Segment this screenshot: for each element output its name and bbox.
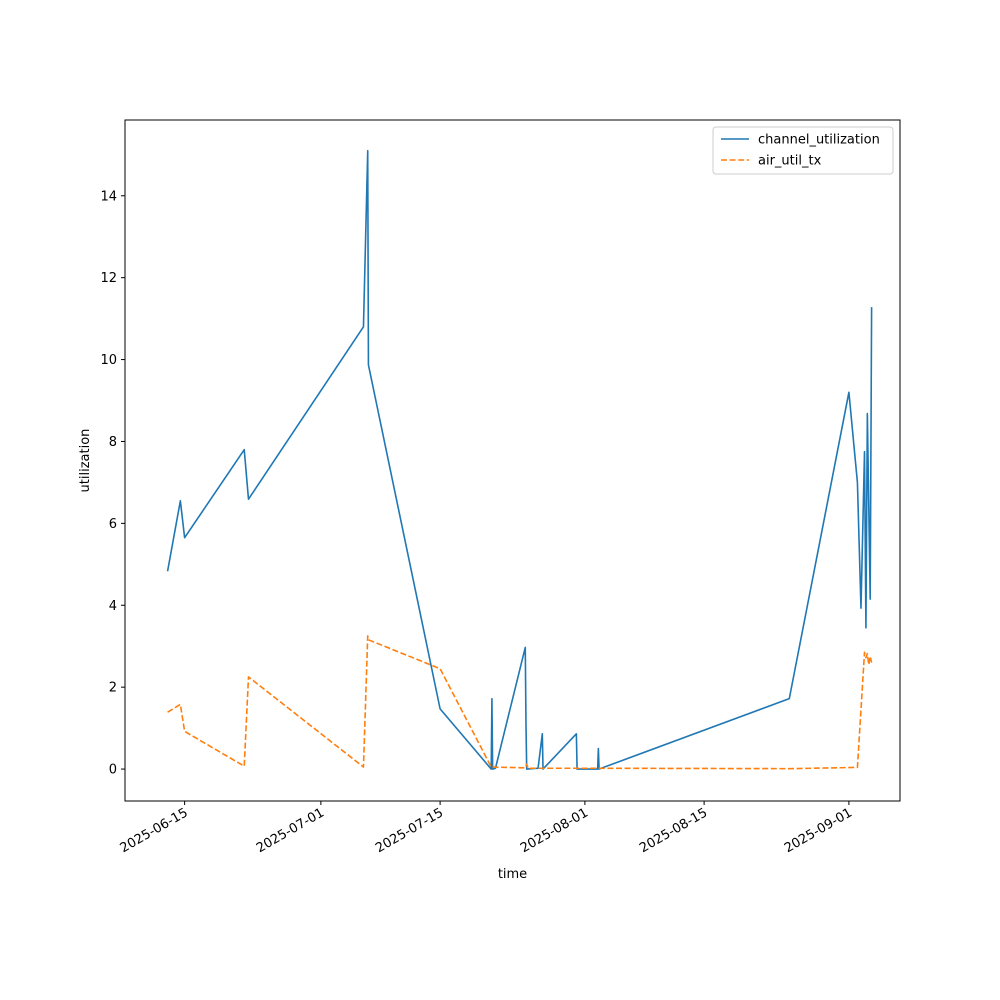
series-line-channel-utilization — [166, 149, 873, 770]
y-tick-label: 10 — [100, 353, 117, 368]
y-tick-label: 14 — [100, 189, 117, 204]
y-tick-label: 8 — [109, 435, 117, 450]
x-tick-label: 2025-06-15 — [118, 805, 191, 856]
ticks-layer: 0 2 4 6 8 10 12 14 2025-06-15 2025-07-01 2025-07-1… — [100, 189, 854, 856]
y-tick-label: 12 — [100, 271, 117, 286]
y-tick-label: 0 — [109, 763, 117, 778]
y-axis-label: utilization — [78, 429, 93, 493]
y-tick-label: 6 — [109, 517, 117, 532]
y-tick-label: 2 — [109, 681, 117, 696]
legend-box — [712, 126, 894, 175]
x-tick-label: 2025-07-01 — [254, 805, 327, 856]
x-tick-label: 2025-08-01 — [518, 805, 591, 856]
x-axis-label: time — [498, 867, 527, 882]
legend: channel_utilization air_util_tx — [712, 126, 894, 175]
plot-frame — [124, 119, 901, 802]
x-tick-label: 2025-09-01 — [782, 805, 855, 856]
x-tick-label: 2025-07-15 — [373, 805, 446, 856]
series-line-air-util-tx — [167, 635, 873, 770]
y-tick-label: 4 — [109, 599, 117, 614]
series-layer — [166, 149, 873, 770]
legend-label-air-util-tx: air_util_tx — [758, 154, 822, 169]
x-tick-label: 2025-08-15 — [637, 805, 710, 856]
legend-label-channel-utilization: channel_utilization — [758, 133, 880, 148]
